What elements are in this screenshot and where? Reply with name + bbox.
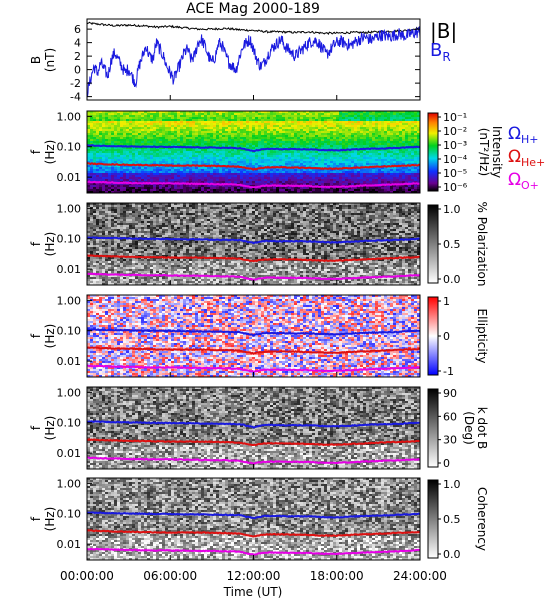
colorbar-unit: (nT²/Hz) (477, 128, 491, 176)
panel-field-frame (87, 19, 420, 100)
field-series (87, 22, 420, 97)
field-line-bradial (87, 28, 420, 98)
legend-bradial-label: B (430, 40, 442, 61)
ion-subscript: He+ (521, 156, 545, 169)
field-ytick-label: -4 (70, 91, 81, 104)
colorbar-tick-label: 10⁻⁵ (443, 167, 467, 180)
ion-subscript: H+ (521, 133, 539, 146)
panel-polarization: 1.000.100.01f (Hz)1.00.50.0% Polarization (29, 202, 489, 287)
ion-symbol: Ω (508, 147, 521, 167)
field-ytick-label: -2 (70, 77, 81, 90)
field-ytick-label: 2 (74, 50, 81, 63)
spectrogram-cells-intensity (87, 111, 420, 193)
colorbar-intensity: 10⁻¹10⁻²10⁻³10⁻⁴10⁻⁵10⁻⁶ Intensity(nT²/Hz… (428, 111, 545, 194)
spectrogram-panels: 1.00 0.10 0.01 f (Hz) 10⁻¹10⁻²10⁻³10⁻⁴10⁻⁵10⁻… (29, 110, 545, 561)
freq-tick-label: 0.10 (57, 141, 82, 154)
colorbar-tick-label: 10⁻² (443, 125, 467, 138)
freq-ylabel: f (29, 149, 43, 154)
colorbar-gradient (428, 113, 438, 191)
field-ytick-label: 0 (74, 64, 81, 77)
ion-symbol: Ω (508, 124, 521, 144)
freq-tick-label: 0.01 (57, 171, 82, 184)
field-ylabel: B (29, 56, 43, 64)
ion-symbol: Ω (508, 170, 521, 190)
figure-title: ACE Mag 2000-189 (186, 1, 320, 17)
ion-subscript: O+ (521, 179, 539, 192)
colorbar-tick-label: 10⁻¹ (443, 111, 467, 124)
legend-bradial-sub: R (442, 50, 450, 64)
freq-tick-label: 1.00 (57, 110, 82, 123)
freq-yunit: (Hz) (43, 140, 57, 165)
field-ytick-label: 6 (74, 23, 81, 36)
ion-label-hplus: ΩH+ (508, 124, 539, 146)
ion-label-oplus: ΩO+ (508, 170, 539, 192)
colorbar-tick-label: 10⁻⁴ (443, 153, 468, 166)
colorbar-label: Intensity (490, 126, 504, 178)
colorbar-tick-label: 10⁻⁶ (443, 181, 468, 194)
panel-intensity: 1.00 0.10 0.01 f (Hz) 10⁻¹10⁻²10⁻³10⁻⁴10⁻⁵10⁻… (29, 110, 545, 194)
colorbar-tick-label: 10⁻³ (443, 139, 467, 152)
legend-bradial: BR (430, 40, 451, 64)
field-yunit: (nT) (43, 48, 57, 72)
field-line-btotal (87, 22, 420, 34)
field-ytick-label: 4 (74, 37, 81, 50)
ion-label-heplus: ΩHe+ (508, 147, 545, 169)
